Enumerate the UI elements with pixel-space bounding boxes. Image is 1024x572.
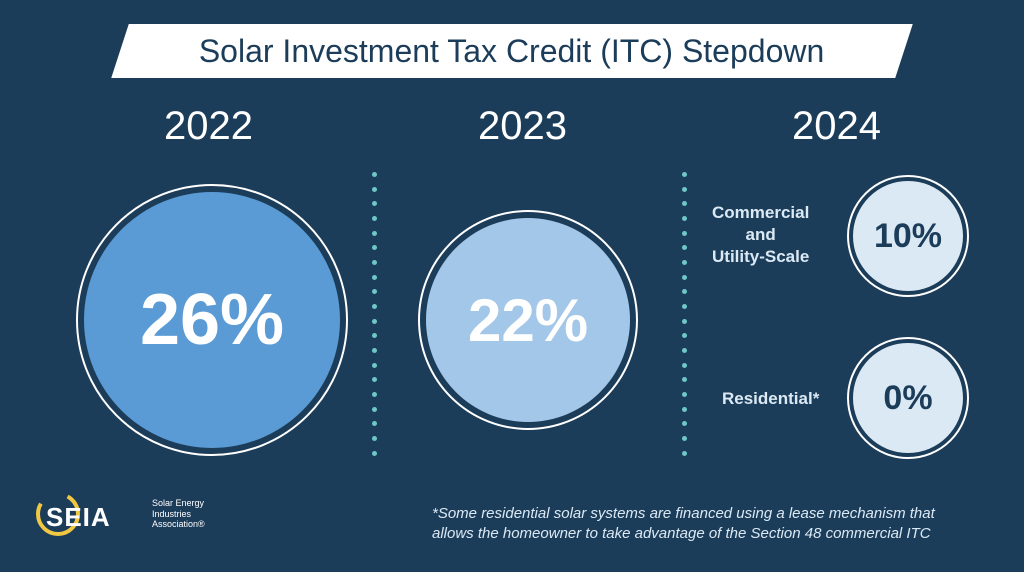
seia-logo: SEIA Solar EnergyIndustriesAssociation® <box>34 490 205 538</box>
label-commercial-utility: CommercialandUtility-Scale <box>712 202 809 268</box>
circle-c2022: 26% <box>76 184 348 456</box>
circle-value: 10% <box>853 181 963 291</box>
circle-value: 22% <box>426 218 630 422</box>
year-label-2024: 2024 <box>792 104 881 149</box>
year-label-2022: 2022 <box>164 104 253 149</box>
footnote-text: *Some residential solar systems are fina… <box>432 504 935 545</box>
seia-logo-text: SEIA <box>46 502 111 533</box>
separator-1 <box>372 172 378 456</box>
year-label-2023: 2023 <box>478 104 567 149</box>
circle-c2024b: 0% <box>847 337 969 459</box>
circle-value: 0% <box>853 343 963 453</box>
title-banner: Solar Investment Tax Credit (ITC) Stepdo… <box>111 24 913 78</box>
title-text: Solar Investment Tax Credit (ITC) Stepdo… <box>199 33 824 70</box>
circle-c2023: 22% <box>418 210 638 430</box>
label-residential: Residential* <box>722 388 819 410</box>
seia-logo-subtext: Solar EnergyIndustriesAssociation® <box>152 498 205 529</box>
separator-2 <box>682 172 688 456</box>
circle-value: 26% <box>84 192 340 448</box>
circle-c2024a: 10% <box>847 175 969 297</box>
